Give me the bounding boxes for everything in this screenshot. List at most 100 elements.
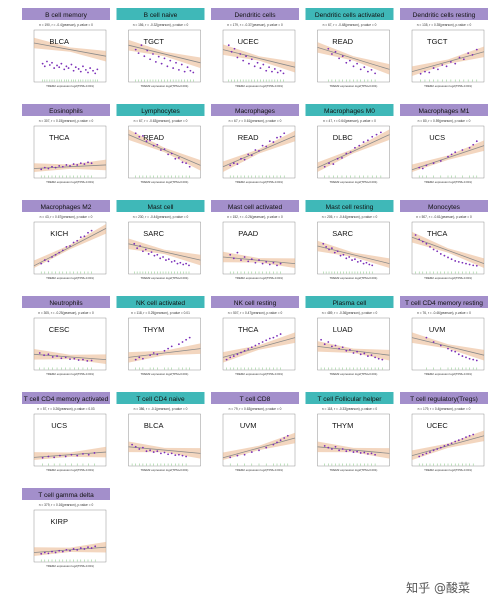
- data-point: [475, 48, 478, 51]
- data-point: [163, 148, 166, 151]
- data-point: [450, 442, 453, 445]
- data-point: [450, 349, 453, 352]
- data-point: [229, 356, 232, 359]
- data-point: [454, 151, 457, 154]
- data-point: [227, 44, 230, 47]
- data-point: [94, 72, 97, 75]
- cancer-label: UCS: [51, 421, 67, 430]
- data-point: [48, 64, 51, 66]
- data-point: [167, 258, 170, 261]
- cancer-label: UCEC: [427, 421, 449, 430]
- confidence-ribbon: [34, 349, 106, 364]
- panel-title: T cell CD4 memory activated: [24, 396, 109, 403]
- plot-frame: [317, 29, 390, 83]
- data-point: [414, 234, 417, 236]
- data-point: [229, 253, 232, 256]
- data-point: [134, 48, 137, 51]
- data-point: [248, 62, 250, 65]
- data-point: [457, 439, 460, 442]
- data-point: [77, 68, 80, 70]
- data-point: [47, 455, 50, 458]
- panel-stats: n = 67, r = 0.61(pearson), p.value = 0: [229, 119, 282, 123]
- data-point: [439, 253, 442, 255]
- panel-title: B cell memory: [45, 12, 87, 19]
- data-point: [51, 165, 53, 168]
- data-point: [64, 455, 67, 458]
- data-point: [356, 260, 359, 263]
- trend-line: [128, 44, 201, 64]
- data-point: [183, 70, 186, 73]
- data-point: [333, 251, 336, 254]
- data-point: [56, 64, 58, 67]
- scatter-panel-24: T cell Follicular helper n = 118, r = -0.…: [305, 392, 394, 472]
- cancer-label: THCA: [49, 133, 69, 142]
- data-point: [450, 258, 453, 261]
- data-point: [377, 357, 380, 360]
- data-point: [149, 58, 152, 61]
- data-point: [265, 145, 268, 148]
- cancer-label: UVM: [240, 421, 257, 430]
- data-point: [323, 445, 326, 447]
- data-point: [276, 71, 279, 74]
- trend-line: [128, 348, 201, 358]
- data-point: [436, 250, 439, 253]
- data-point: [439, 446, 442, 449]
- data-point: [272, 336, 275, 339]
- data-point: [178, 68, 180, 71]
- trend-line: [222, 337, 296, 358]
- panel-stats: n = 489, r = -0.36(pearson), p.value = 0: [322, 311, 378, 315]
- data-point: [153, 254, 156, 257]
- data-point: [468, 434, 471, 437]
- data-point: [53, 67, 56, 69]
- data-point: [418, 238, 421, 241]
- panel-title: Macrophages M0: [324, 108, 375, 115]
- data-point: [173, 260, 176, 262]
- data-point: [70, 453, 73, 456]
- panel-title: B cell naive: [144, 12, 178, 19]
- data-point: [54, 551, 57, 554]
- data-point: [259, 67, 262, 69]
- data-point: [432, 162, 435, 165]
- data-point: [367, 139, 369, 142]
- data-point: [150, 251, 153, 254]
- scatter-panel-2: B cell naive n = 156, r = -0.32(pearson),…: [116, 8, 205, 88]
- data-point: [354, 146, 356, 149]
- confidence-ribbon: [317, 240, 390, 268]
- data-point: [472, 358, 475, 361]
- panel-stats: n = 76, r = -0.46(pearson), p.value = 0: [417, 311, 471, 315]
- data-point: [461, 355, 464, 357]
- data-point: [471, 53, 474, 56]
- data-point: [428, 71, 431, 74]
- x-axis-label: TREM2 expression log2(TPM+0.001): [330, 468, 378, 472]
- data-point: [181, 454, 184, 457]
- data-point: [441, 64, 444, 66]
- data-point: [458, 56, 461, 59]
- data-point: [342, 253, 345, 256]
- cancer-label: DLBC: [333, 133, 354, 142]
- data-point: [465, 436, 467, 439]
- data-point: [472, 143, 475, 146]
- data-point: [345, 349, 348, 352]
- data-point: [461, 149, 464, 151]
- data-point: [178, 157, 180, 159]
- data-point: [268, 66, 270, 69]
- data-point: [352, 352, 355, 354]
- data-point: [349, 151, 352, 154]
- data-point: [374, 356, 376, 359]
- cancer-label: UVM: [429, 325, 446, 334]
- trend-line: [222, 49, 296, 68]
- data-point: [362, 262, 365, 265]
- data-point: [61, 249, 64, 252]
- panel-stats: n = 307, r = 0.15(pearson), p.value = 0: [39, 119, 94, 123]
- data-point: [65, 548, 68, 551]
- data-point: [186, 66, 189, 69]
- data-point: [149, 139, 152, 142]
- panel-header-bar: [305, 392, 394, 404]
- x-axis-label: TREM2 expression log2(TPM+0.001): [424, 276, 472, 280]
- data-point: [322, 242, 325, 245]
- data-point: [261, 144, 264, 147]
- data-point: [349, 449, 351, 452]
- data-point: [46, 60, 48, 63]
- data-point: [247, 153, 250, 156]
